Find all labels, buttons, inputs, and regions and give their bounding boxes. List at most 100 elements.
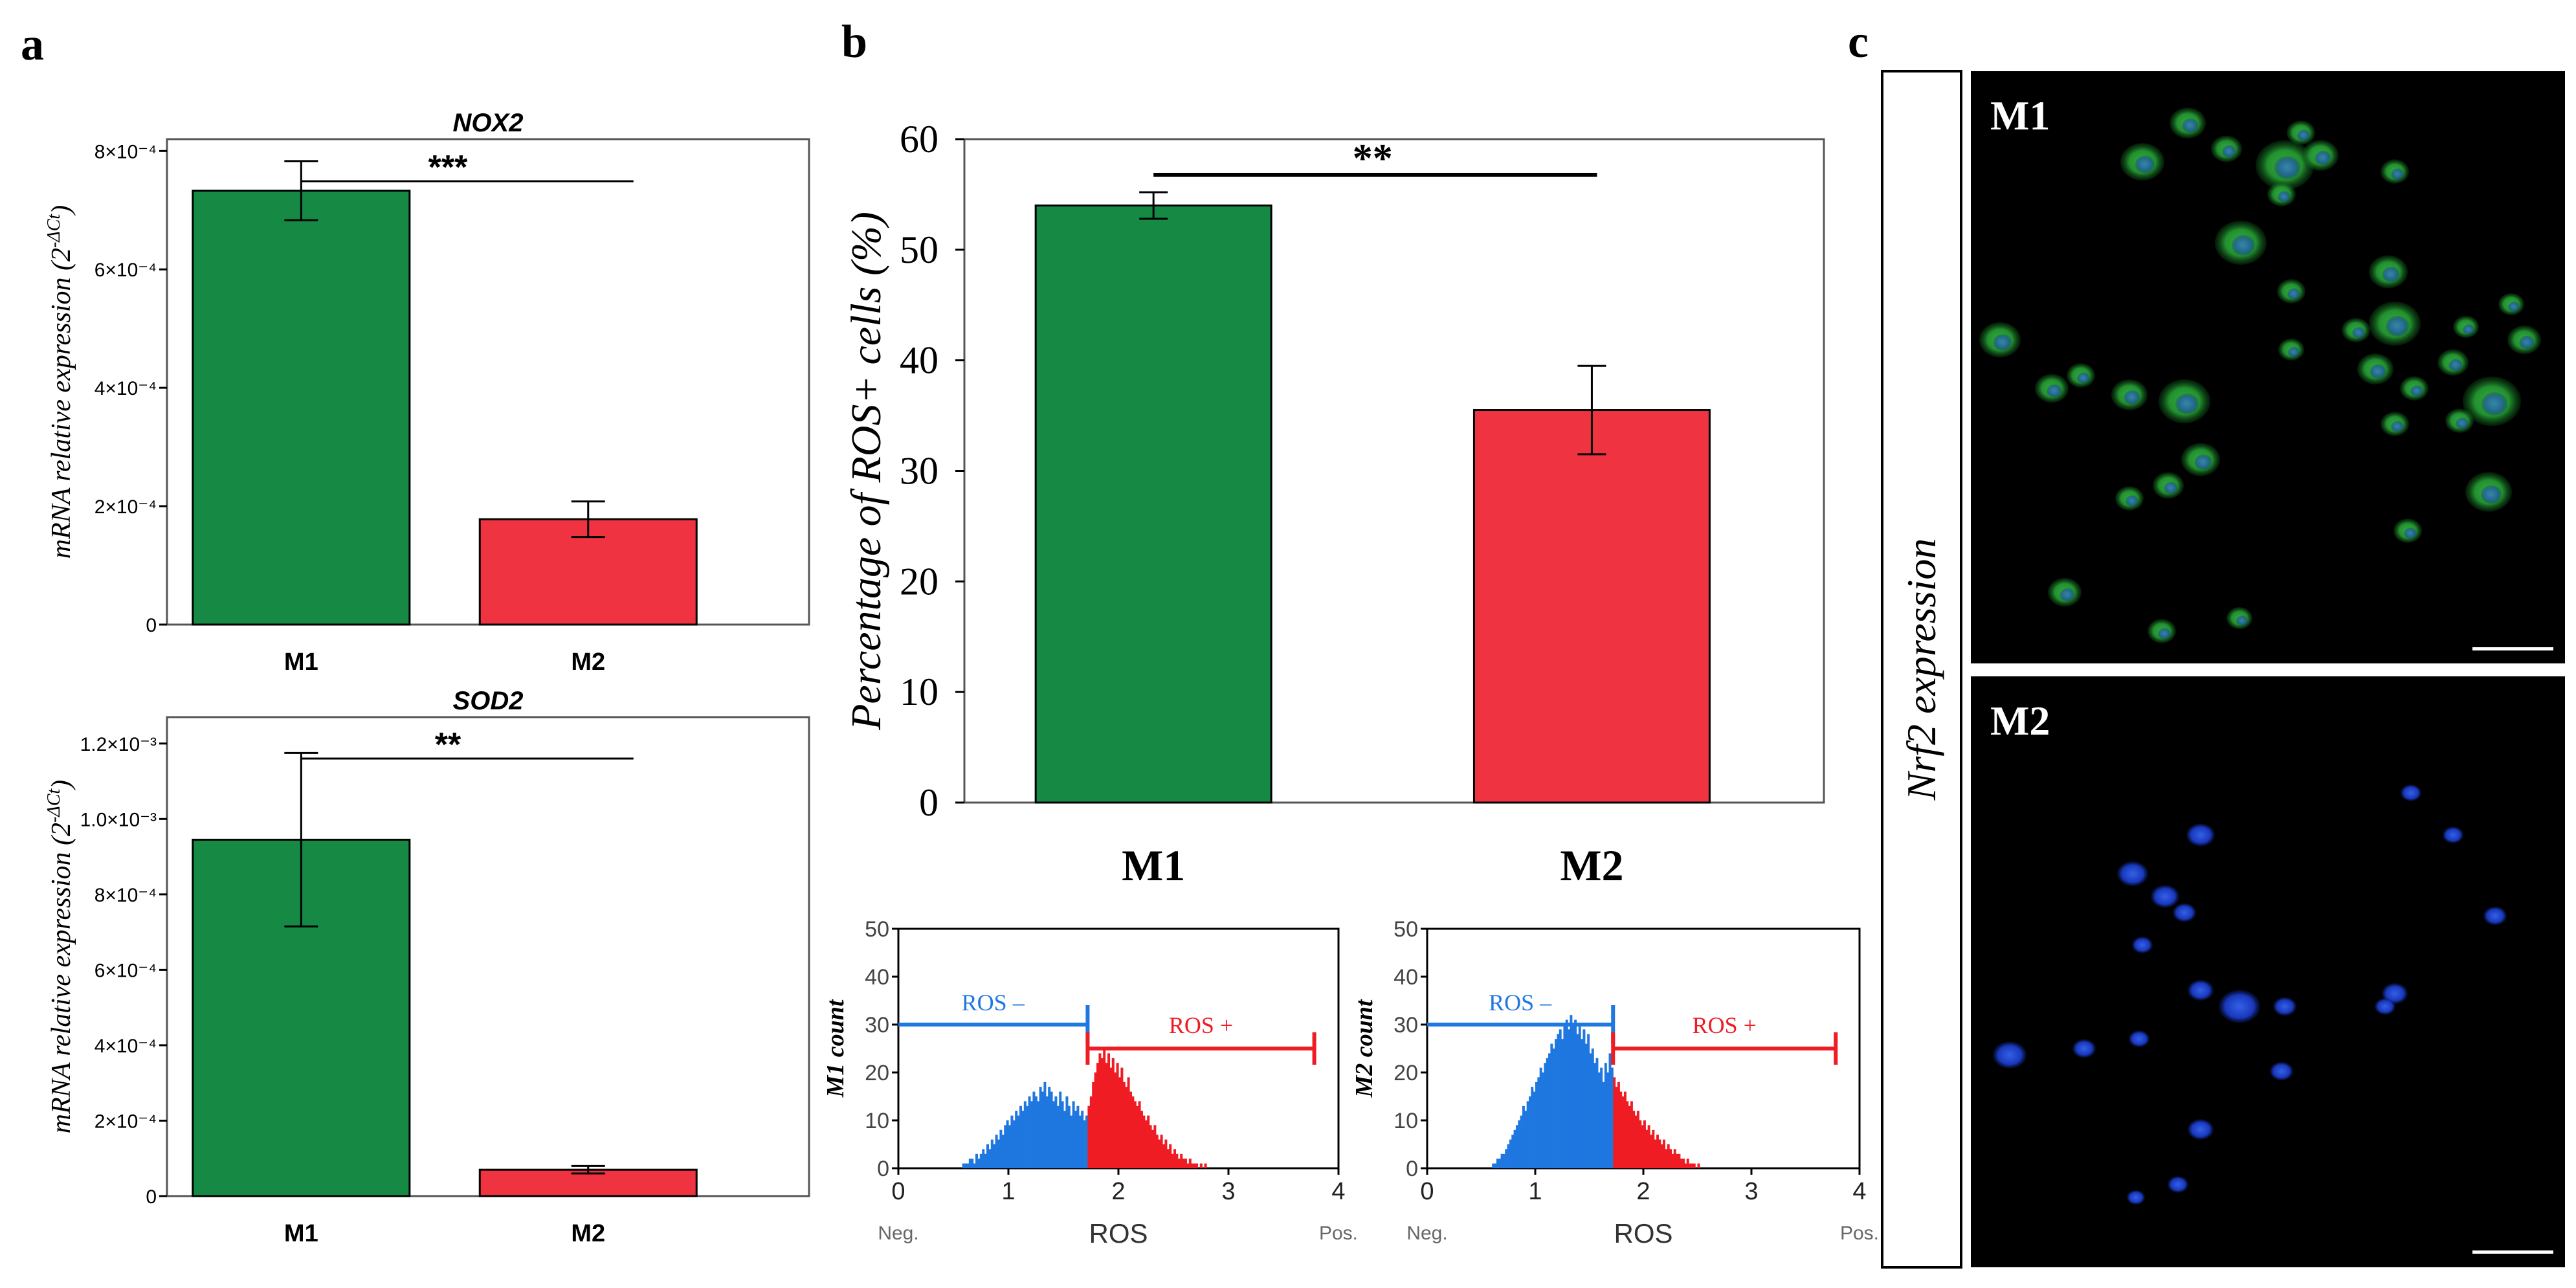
x-neg-label: Neg. [878,1223,918,1244]
histogram-bin [1158,1139,1161,1168]
histogram-bin [1591,1049,1594,1168]
histogram-bin [993,1144,996,1168]
histogram-bin [997,1139,1000,1168]
ros-neg-label: ROS – [962,990,1025,1016]
histogram-bin [1595,1058,1599,1168]
x-tick-label: 1 [1001,1178,1015,1205]
cell-nucleus [2297,129,2310,141]
histogram-bin [1177,1159,1181,1168]
histogram-bin [1526,1101,1529,1168]
histogram-bin [1107,1053,1110,1168]
side-label-box [1881,70,1962,1269]
cell-nucleus [2410,385,2423,397]
m1-cells [1979,107,2541,643]
cell-nucleus [2047,384,2062,398]
m1-scale-bar [2472,647,2553,650]
histogram-bin [1628,1105,1631,1168]
histogram-bin [1054,1096,1058,1168]
histogram-bin [1533,1091,1536,1168]
histogram-bin [1144,1120,1148,1168]
x-tick-label: 0 [1420,1178,1434,1205]
histogram-bin [1513,1129,1516,1168]
histogram-bin [1006,1120,1009,1168]
cell-nucleus [2182,118,2199,133]
histogram-bin [1129,1091,1132,1168]
histogram-bin [1050,1091,1053,1168]
histogram-bin [1103,1049,1106,1168]
histogram-bin [962,1163,965,1168]
histogram-bin [1180,1153,1183,1168]
y-tick-label: 0 [877,1157,889,1181]
histogram-bin [1684,1163,1687,1168]
histogram-bin [1613,1077,1616,1168]
y-tick-label: 6×10⁻⁴ [94,260,157,281]
y-tick-label: 0 [146,615,157,636]
histogram-bin [1083,1120,1086,1168]
histogram-bin [1676,1153,1679,1168]
histogram-bin [1182,1159,1185,1168]
histogram-bin [1557,1034,1560,1168]
histogram-bin [1048,1087,1051,1168]
cell-nucleus [2236,616,2248,626]
y-axis-label: mRNA relative expression (2-ΔCt) [44,780,76,1133]
cell-nucleus [2222,145,2236,158]
histogram-bin [1546,1058,1549,1168]
histogram-bin [1122,1082,1126,1168]
histogram-bin [1127,1077,1130,1168]
histogram-bin [1133,1101,1137,1168]
histogram-bin [1581,1039,1584,1168]
histogram-bin [1658,1139,1661,1168]
histogram-bin [1597,1072,1601,1168]
histogram-bin [1193,1163,1196,1168]
histogram-bin [1548,1053,1551,1168]
cell-nucleus [2164,482,2178,494]
x-tick-label: M1 [284,1220,318,1247]
histogram-bin [1081,1111,1084,1168]
bar-m2 [478,518,698,626]
cell-nucleus [2126,495,2138,507]
histogram-bin [1509,1139,1512,1168]
histogram-bin [1109,1067,1113,1168]
y-tick-label: 40 [900,339,938,382]
cell-nucleus [2456,417,2469,429]
histogram-bin [1067,1105,1071,1168]
histogram-bin [1098,1053,1102,1168]
y-tick-label: 1.0×10⁻³ [80,809,157,830]
histogram-bin [1656,1135,1659,1168]
histogram-bin [1686,1159,1689,1168]
y-axis-label: M2 count [1351,999,1378,1098]
x-axis-label: ROS [1089,1218,1148,1249]
histogram-bin [1026,1105,1029,1168]
cell-nucleus [2287,288,2300,300]
cell-nucleus [1993,1041,2026,1069]
histogram-bin [1012,1120,1016,1168]
histogram-bin [1518,1120,1521,1168]
histogram-bin [1096,1063,1099,1168]
histogram-bin [1021,1111,1025,1168]
histogram-bin [1092,1082,1095,1168]
cell-nucleus [2391,421,2404,432]
y-tick-label: 0 [146,1186,157,1208]
histogram-bin [995,1135,998,1168]
histogram-bin [1028,1096,1031,1168]
x-tick-label: M1 [284,649,318,676]
cell-nucleus [2151,885,2179,908]
histogram-bin [1120,1067,1124,1168]
histogram-bin [1610,1067,1614,1168]
cell-nucleus [2173,903,2196,922]
cell-nucleus [2219,990,2260,1023]
cell-nucleus [2168,1176,2188,1193]
cell-nucleus [2443,827,2463,843]
histogram-bin [1663,1139,1665,1168]
cell-nucleus [2129,1030,2149,1047]
histogram-bin [1604,1063,1607,1168]
histogram-bin [1019,1105,1022,1168]
histogram-bin [1492,1163,1495,1168]
histogram-bin [1149,1125,1152,1168]
x-neg-label: Neg. [1406,1223,1447,1244]
histogram-bin [1191,1163,1194,1168]
histogram-bin [1171,1153,1174,1168]
histogram-bin [999,1129,1003,1168]
histogram-bin [1111,1058,1115,1168]
cell-nucleus [2278,191,2291,203]
